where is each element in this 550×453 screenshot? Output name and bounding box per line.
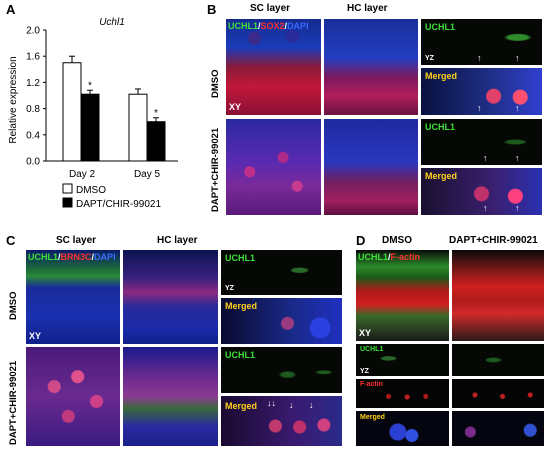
micrograph-d-dmso-yz-factin: F-actin [355,378,450,409]
micrograph-d-dapt-yz-factin [451,378,545,409]
arrow-icon: ↑ [515,103,520,113]
arrow-icon: ↑ [515,203,520,213]
micrograph-d-dapt-yz-uchl1 [451,343,545,377]
micrograph-b-dapt-yz-merged: Merged ↑ ↑ [420,167,543,216]
arrow-icon: ↑ [515,153,520,163]
legend-label-dapt: DAPT/CHIR-99021 [76,199,161,210]
bars: ** [62,55,166,162]
bar-day-5-dmso [128,93,148,162]
arrow-icon: ↓ [289,400,294,410]
panel-c-row1: DMSO [8,291,19,321]
arrow-icon: ↓ [309,400,314,410]
chart-title: Uchl1 [99,17,125,28]
micrograph-d-dmso-xy: UCHL1/F-actin XY [355,249,450,342]
panel-b-label: B [207,2,217,17]
bar-day-2-dmso [62,62,82,162]
micrograph-d-dmso-yz-uchl1: UCHL1 YZ [355,343,450,377]
micrograph-b-dmso-yz-merged: Merged ↑ ↑ [420,67,543,116]
micrograph-b-dapt-yz-uchl1: UCHL1 ↑ ↑ [420,118,543,166]
arrow-icon: ↑ [515,53,520,63]
y-ticks: 0.0 0.4 0.8 1.2 1.6 2.0 [26,26,46,168]
arrow-icon: ↓↓ [267,398,276,408]
micrograph-d-dapt-yz-merged [451,410,545,447]
micrograph-b-dmso-yz-uchl1: UCHL1 YZ ↑ ↑ [420,18,543,66]
panel-c-row2: DAPT+CHIR-99021 [8,360,19,445]
panel-d-col2: DAPT+CHIR-99021 [449,235,538,246]
panel-b-row2: DAPT+CHIR-99021 [210,127,221,212]
micrograph-b-dmso-sc: UCHL1/SOX2/DAPI XY [225,18,322,116]
micrograph-c-dmso-yz-merged: Merged [220,297,343,345]
micrograph-c-dmso-sc: UCHL1/BRN3C/DAPI XY [25,249,121,345]
legend-label-dmso: DMSO [76,185,106,196]
bar-day-2-dapt [80,93,100,162]
micrograph-c-dapt-yz-merged: Merged ↓↓ ↓ ↓ [220,395,343,447]
panel-b-row1: DMSO [210,69,221,99]
panel-d-col1: DMSO [382,235,412,246]
arrow-icon: ↑ [477,103,482,113]
panel-c-col2: HC layer [157,235,198,246]
micrograph-c-dapt-hc [122,346,219,447]
y-tick-label: 1.6 [26,52,40,63]
panel-b-col2: HC layer [347,3,388,14]
panel-c-col1: SC layer [56,235,97,246]
bar-day-5-dapt [146,121,166,162]
significance-star: * [88,80,92,91]
panel-d-label: D [356,233,366,248]
x-tick-day5: Day 5 [134,169,161,180]
y-tick-label: 0.0 [26,157,40,168]
micrograph-b-dapt-sc [225,118,322,216]
panel-a-label: A [6,2,16,17]
panel-c-label: C [6,233,16,248]
micrograph-d-dapt-xy [451,249,545,342]
micrograph-d-dmso-yz-merged: Merged [355,410,450,447]
micrograph-c-dmso-hc [122,249,219,345]
y-axis-label: Relative expression [8,56,19,143]
x-tick-day2: Day 2 [69,169,96,180]
arrow-icon: ↑ [477,53,482,63]
y-tick-label: 2.0 [26,26,40,37]
legend-swatch-dmso [62,183,73,194]
arrow-icon: ↑ [483,153,488,163]
micrograph-c-dapt-yz-uchl1: UCHL1 [220,346,343,394]
arrow-icon: ↑ [483,203,488,213]
micrograph-c-dmso-yz-uchl1: UCHL1 YZ [220,249,343,296]
legend-swatch-dapt [62,197,73,208]
y-tick-label: 0.8 [26,104,40,115]
panel-b-col1: SC layer [250,3,291,14]
bar-chart: Uchl1 Relative expression 0.0 0.4 0.8 1.2 1.… [8,17,178,210]
micrograph-c-dapt-sc [25,346,121,447]
significance-star: * [154,108,158,119]
micrograph-b-dmso-hc [323,18,419,116]
y-tick-label: 0.4 [26,130,40,141]
y-tick-label: 1.2 [26,78,40,89]
micrograph-b-dapt-hc [323,118,419,216]
